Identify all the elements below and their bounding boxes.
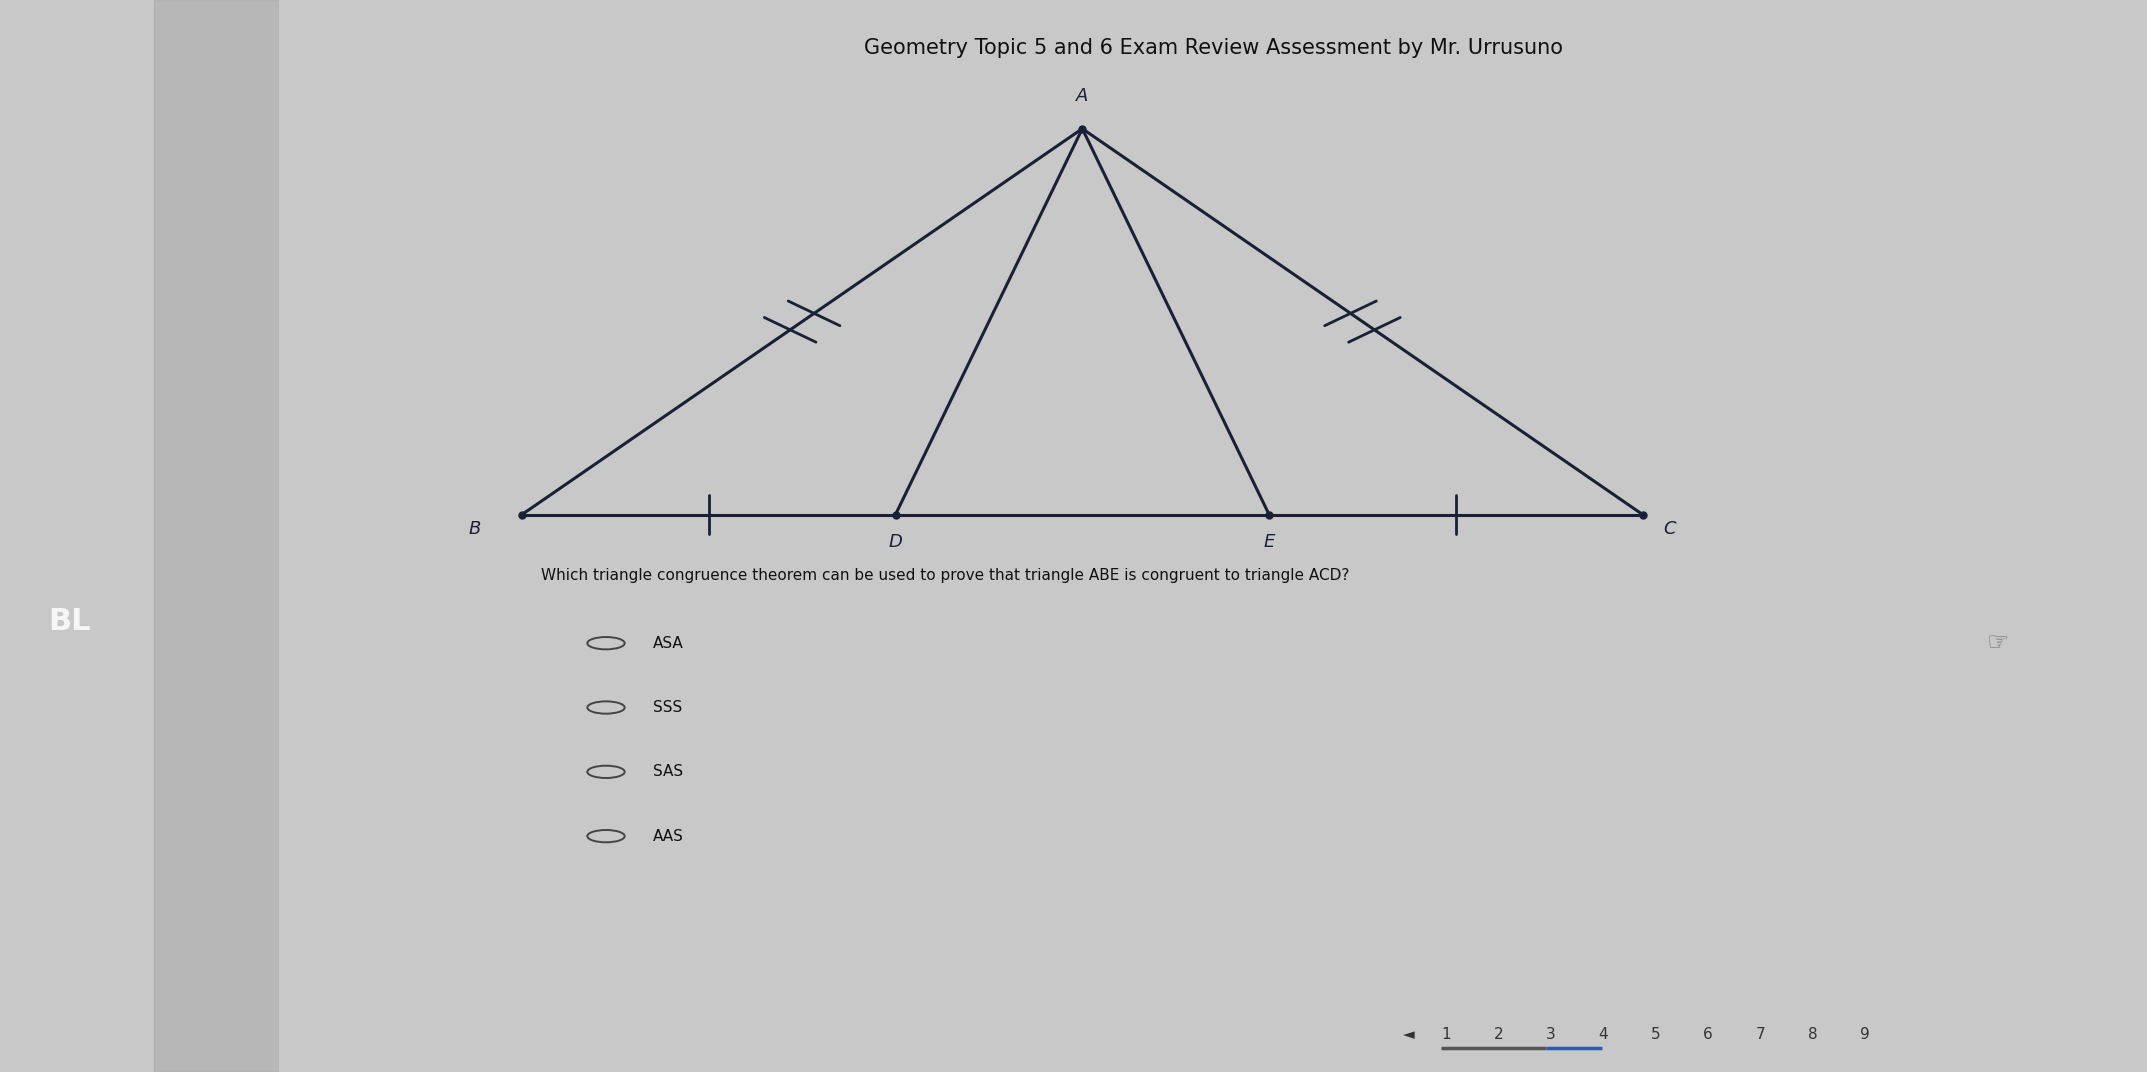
Text: C: C [1664, 520, 1677, 538]
Bar [155, 0, 279, 1072]
Text: Geometry Topic 5 and 6 Exam Review Assessment by Mr. Urrusuno: Geometry Topic 5 and 6 Exam Review Asses… [863, 38, 1563, 58]
Text: Which triangle congruence theorem can be used to prove that triangle ABE is cong: Which triangle congruence theorem can be… [541, 568, 1348, 583]
Text: ASA: ASA [653, 636, 683, 651]
Text: SSS: SSS [653, 700, 683, 715]
Text: B: B [468, 520, 481, 538]
Text: A: A [1076, 87, 1089, 105]
Text: 6: 6 [1703, 1027, 1713, 1042]
Text: 7: 7 [1756, 1027, 1765, 1042]
Text: 5: 5 [1651, 1027, 1660, 1042]
Text: AAS: AAS [653, 829, 683, 844]
Text: SAS: SAS [653, 764, 683, 779]
Text: 2: 2 [1494, 1027, 1503, 1042]
Text: ☞: ☞ [1986, 631, 2010, 655]
Text: 1: 1 [1443, 1027, 1451, 1042]
Text: 9: 9 [1859, 1027, 1870, 1042]
Text: D: D [889, 534, 902, 551]
Text: ◄: ◄ [1404, 1027, 1415, 1042]
Text: BL: BL [49, 607, 90, 637]
Text: E: E [1262, 534, 1275, 551]
Text: 4: 4 [1600, 1027, 1608, 1042]
Text: 8: 8 [1808, 1027, 1819, 1042]
Text: 3: 3 [1546, 1027, 1557, 1042]
